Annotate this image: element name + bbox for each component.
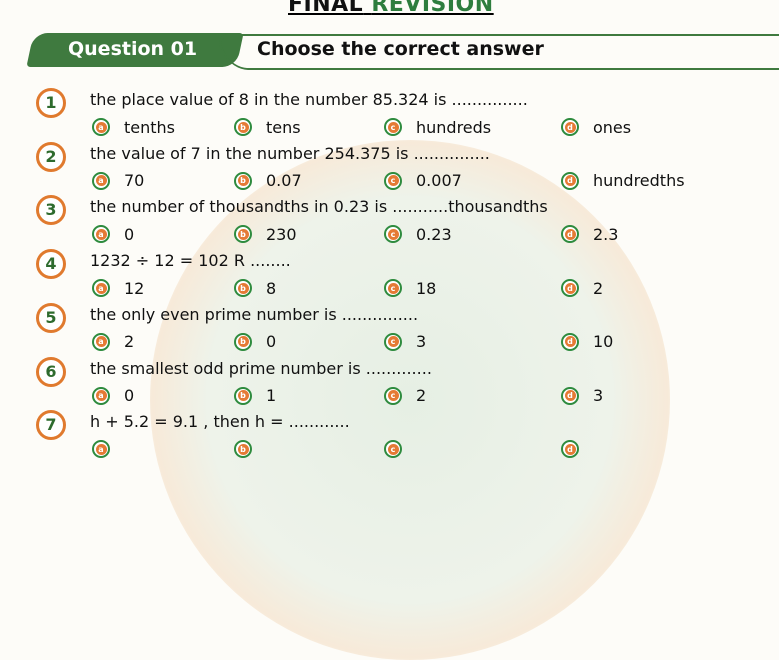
option-letter-icon: b [234, 279, 252, 298]
answer-option[interactable]: c 18 [384, 277, 436, 299]
option-text: 1 [266, 386, 277, 405]
option-text: 12 [124, 278, 145, 298]
option-text: 3 [416, 332, 427, 352]
option-text: 230 [266, 224, 297, 244]
question-text: the number of thousandths in 0.23 is ...… [90, 197, 548, 217]
option-letter-icon: d [561, 225, 579, 244]
question-number: 4 [36, 249, 66, 280]
answer-option[interactable]: c 2 [384, 385, 426, 407]
option-text: 0 [124, 224, 135, 244]
option-text: 70 [124, 171, 145, 191]
option-letter-icon: b [234, 440, 252, 459]
answer-option[interactable]: b 0 [234, 331, 276, 353]
option-text: 18 [416, 278, 437, 298]
question-text: the only even prime number is ..........… [90, 304, 419, 324]
option-text: 0.07 [266, 171, 302, 191]
option-letter-icon: d [561, 386, 579, 405]
option-text: 10 [593, 332, 614, 352]
option-text: 8 [266, 278, 277, 298]
question-text: the value of 7 in the number 254.375 is … [90, 143, 490, 163]
option-letter-icon: c [384, 279, 402, 298]
option-letter-icon: a [92, 171, 110, 190]
answer-option[interactable]: c [384, 438, 402, 460]
option-text: tens [266, 117, 301, 137]
answer-option[interactable]: d [561, 438, 579, 460]
option-text: 0 [266, 332, 277, 352]
question-label: Question 01 [68, 38, 198, 60]
answer-option[interactable]: c 0.007 [384, 170, 462, 192]
answer-option[interactable]: b 1 [234, 385, 276, 407]
answer-option[interactable]: a 2 [92, 331, 134, 353]
option-letter-icon: b [234, 332, 252, 351]
option-letter-icon: c [384, 440, 402, 459]
option-text: 3 [593, 386, 604, 405]
answer-option[interactable]: b tens [234, 116, 301, 138]
option-letter-icon: d [561, 279, 579, 298]
answer-option[interactable]: a 0 [92, 223, 134, 245]
answer-option[interactable]: d 2 [561, 277, 603, 299]
option-letter-icon: d [561, 332, 579, 351]
option-letter-icon: a [92, 386, 110, 405]
option-text: 2 [593, 278, 604, 298]
option-letter-icon: c [384, 386, 402, 405]
option-text: 0.23 [416, 224, 452, 244]
option-text: 0 [124, 386, 135, 405]
option-text: 2.3 [593, 224, 619, 244]
answer-option[interactable]: d ones [561, 116, 631, 138]
question-number: 3 [36, 195, 66, 226]
question-number: 7 [36, 410, 66, 441]
option-letter-icon: c [384, 171, 402, 190]
question-number: 1 [36, 88, 66, 118]
question-number: 5 [36, 302, 66, 333]
answer-option[interactable]: c 3 [384, 331, 426, 353]
answer-option[interactable]: c 0.23 [384, 223, 452, 245]
answer-option[interactable]: a tenths [92, 116, 175, 138]
answer-option[interactable]: a 0 [92, 385, 134, 407]
answer-option[interactable]: d 10 [561, 331, 613, 353]
option-letter-icon: a [92, 225, 110, 244]
question-number: 6 [36, 356, 66, 387]
option-letter-icon: a [92, 279, 110, 298]
answer-option[interactable]: b 0.07 [234, 170, 302, 192]
option-letter-icon: c [384, 225, 402, 244]
answer-option[interactable]: d hundredths [561, 170, 685, 192]
option-letter-icon: c [384, 118, 402, 136]
option-text: 2 [416, 386, 427, 405]
question-number: 2 [36, 141, 66, 172]
answer-option[interactable]: b 230 [234, 223, 297, 245]
option-letter-icon: b [234, 118, 252, 136]
answer-option[interactable]: c hundreds [384, 116, 491, 138]
question-text: h + 5.2 = 9.1 , then h = ............ [90, 412, 350, 432]
answer-option[interactable]: a [92, 438, 110, 460]
question-text: the smallest odd prime number is .......… [90, 358, 432, 378]
option-text: tenths [124, 117, 176, 137]
option-text: hundredths [593, 171, 685, 191]
option-text: 0.007 [416, 171, 462, 191]
option-letter-icon: d [561, 171, 579, 190]
instruction-text: Choose the correct answer [257, 38, 544, 60]
option-letter-icon: d [561, 118, 579, 136]
page-title: FINAL REVISION [288, 0, 494, 17]
answer-option[interactable]: a 12 [92, 277, 144, 299]
answer-option[interactable]: d 3 [561, 385, 603, 407]
question-text: 1232 ÷ 12 = 102 R ........ [90, 251, 291, 271]
option-text: 2 [124, 332, 135, 352]
option-letter-icon: d [561, 440, 579, 459]
answer-option[interactable]: b 8 [234, 277, 276, 299]
option-letter-icon: a [92, 440, 110, 459]
answer-option[interactable]: b [234, 438, 252, 460]
option-letter-icon: b [234, 225, 252, 244]
option-letter-icon: b [234, 386, 252, 405]
option-letter-icon: c [384, 332, 402, 351]
option-text: ones [593, 117, 632, 137]
answer-option[interactable]: a 70 [92, 170, 144, 192]
option-letter-icon: b [234, 171, 252, 190]
option-text: hundreds [416, 117, 492, 137]
question-text: the place value of 8 in the number 85.32… [90, 90, 528, 109]
answer-option[interactable]: d 2.3 [561, 223, 618, 245]
option-letter-icon: a [92, 332, 110, 351]
option-letter-icon: a [92, 118, 110, 136]
